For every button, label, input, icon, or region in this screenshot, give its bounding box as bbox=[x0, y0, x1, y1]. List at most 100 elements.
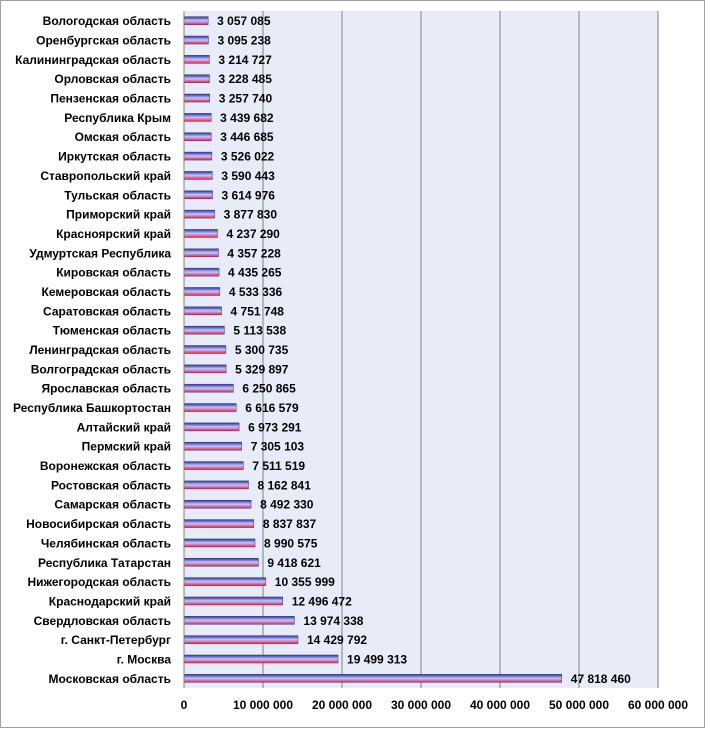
value-label: 9 418 621 bbox=[267, 556, 321, 570]
bar bbox=[183, 229, 218, 238]
category-label: Кировская область bbox=[56, 266, 171, 280]
bar bbox=[183, 132, 212, 141]
value-label: 4 435 265 bbox=[228, 266, 282, 280]
bar bbox=[183, 35, 209, 45]
value-label: 4 357 228 bbox=[227, 246, 281, 260]
category-label: Республика Татарстан bbox=[38, 556, 171, 570]
category-label: Иркутская область bbox=[58, 150, 171, 164]
bar bbox=[183, 577, 267, 586]
value-label: 3 214 727 bbox=[218, 53, 272, 67]
bar bbox=[183, 635, 299, 644]
value-label: 14 429 792 bbox=[307, 633, 367, 647]
bar bbox=[183, 519, 255, 528]
category-labels: Вологодская область Оренбургская область К… bbox=[13, 14, 171, 686]
category-label: Пермский край bbox=[82, 440, 171, 454]
value-label: 8 990 575 bbox=[264, 536, 318, 550]
bar bbox=[183, 74, 210, 83]
bar bbox=[183, 151, 213, 161]
category-label: Алтайский край bbox=[77, 420, 171, 434]
bar bbox=[183, 558, 259, 567]
bar bbox=[183, 209, 215, 219]
bar bbox=[183, 654, 339, 664]
bar bbox=[183, 596, 283, 606]
bar bbox=[183, 383, 234, 393]
x-tick-label: 10 000 000 bbox=[233, 698, 293, 712]
bar bbox=[183, 364, 227, 374]
value-label: 3 590 443 bbox=[221, 169, 275, 183]
x-tick-label: 30 000 000 bbox=[391, 698, 451, 712]
category-label: Тюменская область bbox=[53, 324, 171, 338]
category-label: г. Москва bbox=[117, 652, 172, 666]
category-label: Ростовская область bbox=[51, 478, 171, 492]
value-label: 3 095 238 bbox=[217, 34, 271, 48]
value-label: 3 446 685 bbox=[220, 130, 274, 144]
x-tick-label: 0 bbox=[181, 698, 188, 712]
category-label: Новосибирская область bbox=[26, 517, 171, 531]
bar bbox=[183, 113, 212, 122]
value-label: 4 533 336 bbox=[229, 285, 283, 299]
bar bbox=[183, 93, 210, 103]
category-label: Ставропольский край bbox=[40, 169, 171, 183]
value-label: 6 616 579 bbox=[245, 401, 299, 415]
x-tick-label: 40 000 000 bbox=[470, 698, 530, 712]
category-label: Воронежская область bbox=[40, 459, 171, 473]
bar bbox=[183, 674, 563, 683]
category-label: Оренбургская область bbox=[36, 34, 171, 48]
x-tick-label: 60 000 000 bbox=[628, 698, 688, 712]
value-label: 3 228 485 bbox=[219, 72, 273, 86]
value-labels: 3 057 085 3 095 238 3 214 727 3 228 485 3 25… bbox=[217, 14, 631, 686]
bar bbox=[183, 441, 242, 451]
bars bbox=[183, 16, 563, 683]
bar bbox=[183, 55, 210, 64]
category-label: Орловская область bbox=[54, 72, 171, 86]
category-label: Тульская область bbox=[64, 188, 171, 202]
value-label: 8 837 837 bbox=[263, 517, 317, 531]
gridlines bbox=[262, 11, 659, 688]
category-label: Ярославская область bbox=[41, 382, 171, 396]
category-label: Удмуртская Республика bbox=[29, 246, 171, 260]
value-label: 4 751 748 bbox=[231, 304, 285, 318]
bar bbox=[183, 171, 213, 180]
x-axis-tick-labels: 0 10 000 000 20 000 000 30 000 000 40 000 00… bbox=[181, 698, 689, 712]
bar bbox=[183, 190, 213, 200]
category-label: Калининградская область bbox=[15, 53, 171, 67]
value-label: 7 511 519 bbox=[252, 459, 305, 473]
value-label: 6 973 291 bbox=[248, 420, 302, 434]
bar bbox=[183, 616, 295, 625]
category-label: Красноярский край bbox=[56, 227, 171, 241]
bar bbox=[183, 287, 221, 296]
category-label: Краснодарский край bbox=[49, 594, 171, 608]
category-label: Московская область bbox=[49, 672, 171, 686]
category-label: Пензенская область bbox=[50, 92, 171, 106]
value-label: 3 614 976 bbox=[222, 188, 276, 202]
value-label: 3 057 085 bbox=[217, 14, 271, 28]
value-label: 12 496 472 bbox=[292, 594, 352, 608]
bar bbox=[183, 345, 227, 354]
category-label: Свердловская область bbox=[34, 614, 171, 628]
value-label: 5 113 538 bbox=[233, 324, 286, 338]
category-label: Республика Крым bbox=[64, 111, 171, 125]
category-label: Челябинская область bbox=[41, 536, 171, 550]
value-label: 7 305 103 bbox=[251, 440, 305, 454]
category-label: Волгоградская область bbox=[31, 362, 171, 376]
value-label: 5 300 735 bbox=[235, 343, 289, 357]
value-label: 3 439 682 bbox=[220, 111, 274, 125]
category-label: г. Санкт-Петербург bbox=[61, 633, 171, 647]
value-label: 3 877 830 bbox=[224, 208, 278, 222]
x-tick-label: 20 000 000 bbox=[312, 698, 372, 712]
value-label: 10 355 999 bbox=[275, 575, 335, 589]
category-label: Приморский край bbox=[66, 208, 171, 222]
value-label: 3 257 740 bbox=[219, 92, 273, 106]
value-label: 4 237 290 bbox=[226, 227, 280, 241]
bar bbox=[183, 403, 237, 412]
value-label: 8 492 330 bbox=[260, 498, 314, 512]
bar bbox=[183, 538, 256, 548]
bar bbox=[183, 267, 220, 277]
value-label: 47 818 460 bbox=[571, 672, 631, 686]
bar bbox=[183, 306, 222, 316]
x-tick-label: 50 000 000 bbox=[549, 698, 609, 712]
value-label: 19 499 313 bbox=[347, 652, 407, 666]
bar bbox=[183, 480, 249, 490]
category-label: Самарская область bbox=[54, 498, 171, 512]
